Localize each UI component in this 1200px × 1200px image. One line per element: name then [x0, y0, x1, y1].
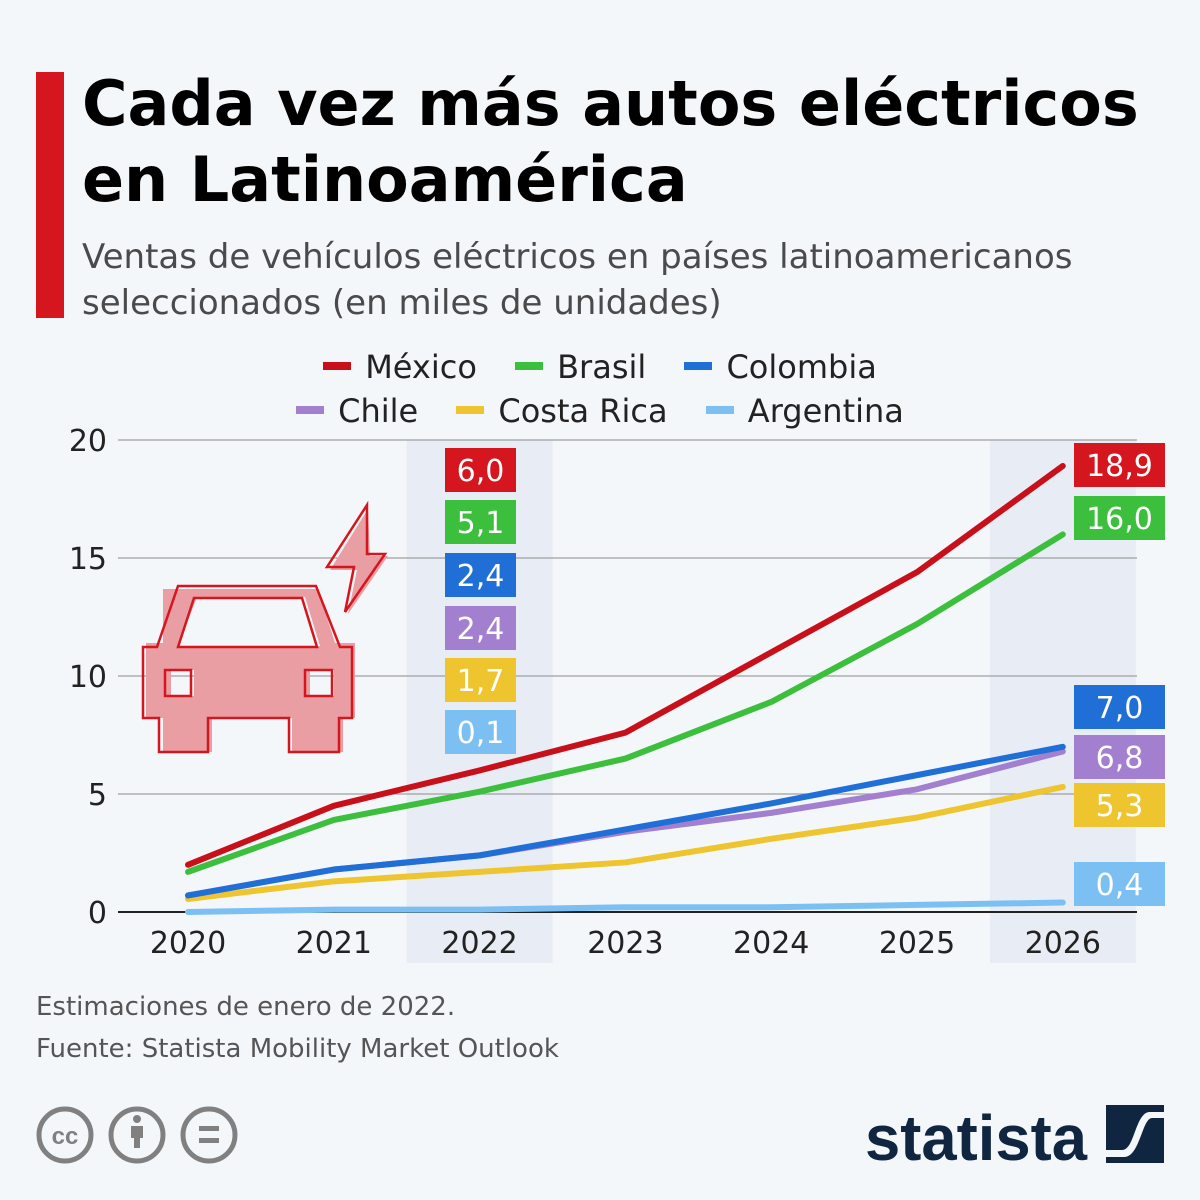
footer-source: Fuente: Statista Mobility Market Outlook	[36, 1034, 559, 1064]
x-tick-label: 2026	[1025, 926, 1101, 961]
data-label-box-2022	[445, 710, 516, 754]
data-label-2022: 1,7	[457, 664, 505, 699]
series-line-Argentina	[185, 899, 1066, 915]
x-tick-label: 2025	[879, 926, 955, 961]
series-line-Colombia	[185, 743, 1066, 899]
series-line-Brasil	[185, 531, 1066, 875]
data-label-2026: 0,4	[1096, 868, 1144, 903]
data-label-2026: 18,9	[1086, 449, 1153, 484]
x-tick-label: 2020	[150, 926, 226, 961]
data-label-2026: 7,0	[1096, 691, 1144, 726]
data-label-box-2022	[445, 606, 516, 650]
x-tick-label: 2022	[441, 926, 517, 961]
y-tick-label: 10	[69, 660, 107, 695]
x-tick-label: 2021	[296, 926, 372, 961]
data-label-box-2026	[1074, 735, 1165, 779]
data-label-2026: 6,8	[1096, 741, 1144, 776]
y-tick-label: 20	[69, 424, 107, 459]
legend-row-1: México Brasil Colombia	[0, 348, 1200, 386]
data-label-box-2026	[1074, 443, 1165, 487]
x-tick-label: 2024	[733, 926, 809, 961]
legend-row-2: Chile Costa Rica Argentina	[0, 392, 1200, 430]
legend-item-costa-rica: Costa Rica	[456, 392, 668, 430]
series-line-México	[185, 462, 1066, 868]
data-label-2026: 5,3	[1096, 789, 1144, 824]
data-label-2022: 2,4	[457, 559, 505, 594]
data-label-box-2026	[1074, 783, 1165, 827]
y-tick-label: 15	[69, 542, 107, 577]
y-tick-label: 0	[88, 896, 107, 931]
series-line-Costa Rica	[185, 783, 1066, 903]
footer-note: Estimaciones de enero de 2022.	[36, 992, 456, 1022]
data-label-2026: 16,0	[1086, 502, 1153, 537]
data-label-box-2026	[1074, 862, 1165, 906]
data-label-box-2026	[1074, 685, 1165, 729]
chart-subtitle: Ventas de vehículos eléctricos en países…	[82, 237, 1073, 323]
legend-item-chile: Chile	[296, 392, 418, 430]
legend-item-mexico: México	[323, 348, 477, 386]
title-accent-bar	[36, 72, 64, 318]
data-label-box-2026	[1074, 496, 1165, 540]
legend-item-colombia: Colombia	[684, 348, 877, 386]
data-label-2022: 2,4	[457, 612, 505, 647]
data-label-box-2022	[445, 658, 516, 702]
data-label-box-2022	[445, 500, 516, 544]
legend-item-brasil: Brasil	[515, 348, 646, 386]
y-tick-label: 5	[88, 778, 107, 813]
data-label-2022: 6,0	[457, 454, 505, 489]
legend-item-argentina: Argentina	[705, 392, 904, 430]
data-label-box-2022	[445, 553, 516, 597]
data-label-2022: 5,1	[457, 506, 505, 541]
x-tick-label: 2023	[587, 926, 663, 961]
data-label-box-2022	[445, 448, 516, 492]
chart-title: Cada vez más autos eléctricos en Latinoa…	[82, 67, 1139, 216]
data-label-2022: 0,1	[457, 716, 505, 751]
